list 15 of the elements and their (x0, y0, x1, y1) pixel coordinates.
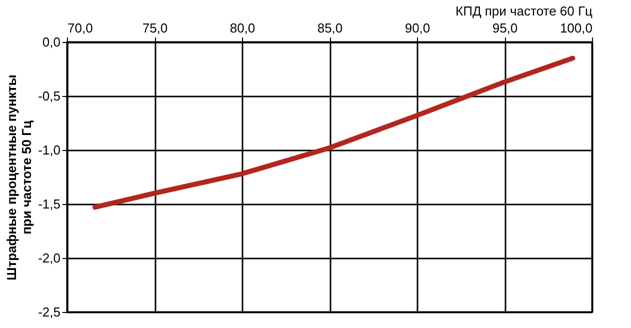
x-tick-label: 90,0 (404, 20, 430, 36)
y-tick-label: -1,5 (38, 196, 60, 212)
x-tick-label: 80,0 (230, 20, 256, 36)
y-tick-label: -2,5 (38, 304, 60, 320)
y-tick-label: 0,0 (42, 34, 60, 50)
x-tick-label: 85,0 (317, 20, 343, 36)
x-tick-label: 70,0 (68, 20, 93, 36)
y-axis-title: Штрафные процентные пункты при частоте 50 Гц (4, 74, 34, 280)
y-tick-label: -1,0 (38, 142, 60, 158)
y-tick-label: -2,0 (38, 250, 60, 266)
x-tick-label: 100,0 (560, 20, 592, 36)
x-tick-label: 95,0 (492, 20, 518, 36)
x-tick-label: 75,0 (142, 20, 168, 36)
x-axis-title: КПД при частоте 60 Гц (456, 4, 594, 18)
y-tick-label: -0,5 (38, 88, 60, 104)
